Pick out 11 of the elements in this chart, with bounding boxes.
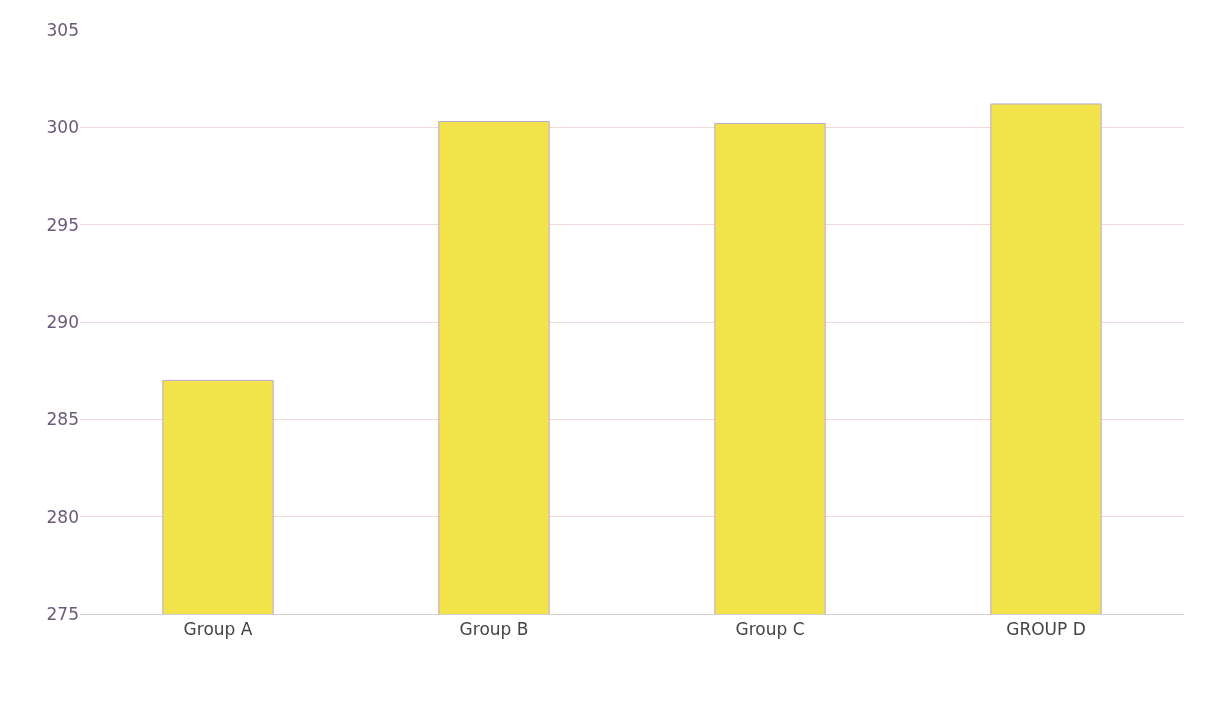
- x-tick-label: GROUP D: [1006, 619, 1086, 640]
- y-tick-label: 305: [46, 19, 79, 40]
- x-tick-label: Group A: [183, 619, 253, 640]
- x-tick-label: Group C: [735, 619, 805, 640]
- y-tick-label: 290: [46, 311, 79, 332]
- y-tick-label: 295: [46, 214, 79, 235]
- y-tick-label: 285: [46, 409, 79, 430]
- y-tick-label: 280: [46, 506, 79, 527]
- x-tick-label: Group B: [459, 619, 529, 640]
- y-tick-label: 300: [46, 117, 79, 138]
- y-tick-label: 275: [46, 603, 79, 624]
